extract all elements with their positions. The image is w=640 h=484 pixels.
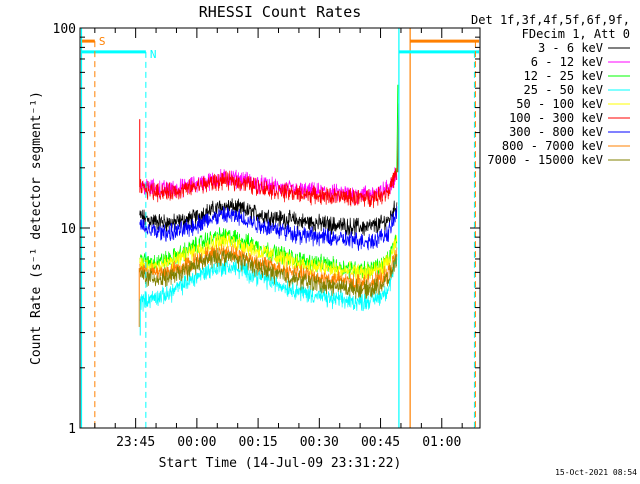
y-axis-label: Count Rate (s⁻¹ detector segment⁻¹): [29, 91, 44, 365]
legend-header-line: FDecim 1, Att 0: [522, 27, 630, 41]
annotation-s-label: S: [99, 35, 106, 48]
y-tick-label: 100: [53, 22, 76, 37]
series-line-0: [139, 198, 398, 237]
chart-title: RHESSI Count Rates: [199, 3, 362, 21]
legend-header-line: Det 1f,3f,4f,5f,6f,9f,: [471, 13, 630, 27]
series-line-8: [139, 247, 398, 299]
y-tick-label: 10: [60, 222, 76, 237]
series-spike-end-green: [396, 84, 399, 173]
y-tick-label: 1: [68, 422, 76, 437]
footer-timestamp: 15-Oct-2021 08:54: [555, 468, 637, 477]
legend-label: 100 - 300 keV: [509, 111, 603, 125]
series-layer: [138, 84, 400, 336]
text-layer: 1 10 100 23:45 00:00 00:15 00:30 00:45 01:00 RHES…: [29, 3, 637, 477]
x-axis-label: Start Time (14-Jul-09 23:31:22): [159, 456, 402, 471]
legend-label: 50 - 100 keV: [516, 97, 603, 111]
x-tick-label: 23:45: [116, 435, 155, 450]
series-line-4: [139, 231, 398, 284]
legend-label: 12 - 25 keV: [524, 69, 603, 83]
legend-label: 3 - 6 keV: [538, 41, 603, 55]
legend-label: 6 - 12 keV: [531, 55, 603, 69]
x-tick-label: 00:30: [300, 435, 339, 450]
axes-layer: [79, 27, 481, 429]
legend-label: 800 - 7000 keV: [502, 139, 603, 153]
series-line-5: [139, 167, 398, 209]
x-tick-label: 00:00: [177, 435, 216, 450]
legend-label: 300 - 800 keV: [509, 125, 603, 139]
series-line-6: [139, 206, 398, 251]
annotation-n-label: N: [150, 48, 157, 61]
x-tick-label: 00:15: [239, 435, 278, 450]
x-tick-label: 00:45: [361, 435, 400, 450]
legend-label: 25 - 50 keV: [524, 83, 603, 97]
legend-label: 7000 - 15000 keV: [487, 153, 603, 167]
x-tick-label: 01:00: [422, 435, 461, 450]
series-line-3: [139, 255, 398, 312]
